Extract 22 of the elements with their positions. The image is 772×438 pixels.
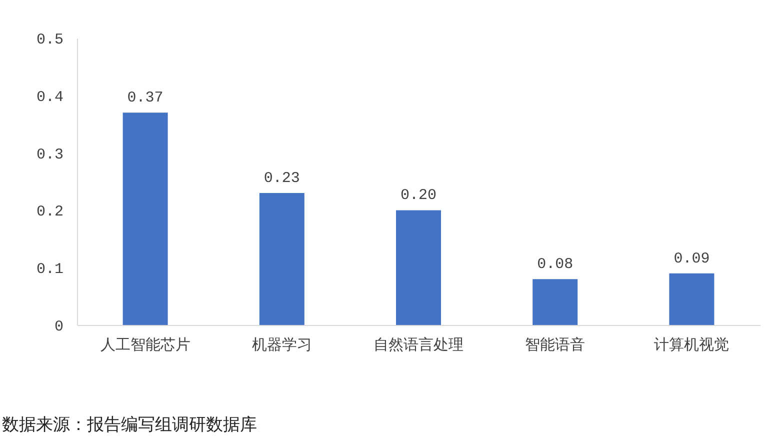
x-tick-label: 计算机视觉 xyxy=(654,336,730,354)
data-label: 0.37 xyxy=(127,90,164,107)
y-tick-label: 0.4 xyxy=(36,88,64,106)
y-tick-label: 0.5 xyxy=(36,32,64,48)
x-tick-label: 自然语言处理 xyxy=(374,336,464,354)
y-tick-label: 0.2 xyxy=(36,204,64,221)
source-note: 数据来源：报告编写组调研数据库 xyxy=(2,415,257,435)
data-label: 0.23 xyxy=(264,170,300,187)
bar xyxy=(122,112,168,325)
data-label: 0.08 xyxy=(537,256,574,274)
bar xyxy=(259,192,304,325)
y-tick-label: 0 xyxy=(54,318,64,336)
y-tick-label: 0.3 xyxy=(36,146,64,164)
bar xyxy=(669,273,714,325)
x-tick-label: 智能语音 xyxy=(525,336,586,354)
x-tick-label: 人工智能芯片 xyxy=(100,336,190,354)
data-label: 0.20 xyxy=(400,187,437,204)
bar xyxy=(532,279,578,325)
y-tick-label: 0.1 xyxy=(36,261,64,278)
x-tick-label: 机器学习 xyxy=(252,336,312,354)
data-label: 0.09 xyxy=(674,250,710,268)
bar xyxy=(396,210,441,325)
